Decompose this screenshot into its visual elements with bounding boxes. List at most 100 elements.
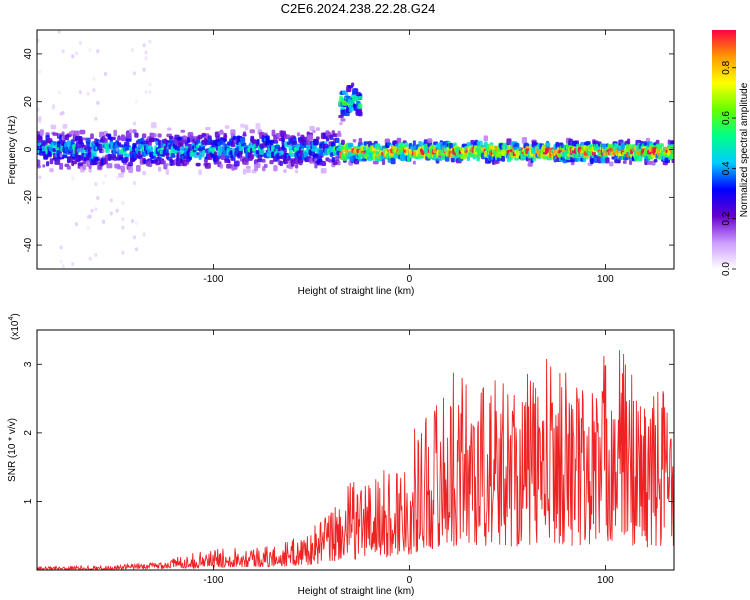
spectrogram-cell <box>671 158 674 164</box>
spectrogram-cell <box>203 159 209 163</box>
spectrogram-x-label: Height of straight line (km) <box>298 286 415 297</box>
spectrogram-cell <box>283 147 287 154</box>
spectrogram-cell <box>279 160 283 167</box>
spectrogram-cell <box>255 149 261 154</box>
spectrogram-cell <box>342 100 348 106</box>
spectrogram-cell <box>94 116 98 121</box>
spectrogram-cell <box>256 138 260 145</box>
spectrogram-cell <box>335 138 339 143</box>
spectrogram-cell <box>223 137 227 142</box>
spectrogram-cell <box>71 54 75 59</box>
spectrogram-cell <box>148 89 152 94</box>
spectrogram-cell <box>600 156 607 164</box>
spectrogram-cell <box>113 129 117 137</box>
spectrogram-cell <box>238 152 243 158</box>
spectrogram-cell <box>197 134 203 140</box>
spectrogram-cell <box>38 175 42 180</box>
spectrogram-cell <box>61 264 65 269</box>
snr-y-label: SNR (10 * v/v) <box>7 418 18 482</box>
spectrogram-cell <box>134 99 138 104</box>
spectrogram-cell <box>273 165 278 172</box>
spectrogram-cell <box>532 155 536 162</box>
spectrogram-cell <box>653 158 658 163</box>
spectrogram-cell <box>102 149 106 154</box>
spectrogram-y-label: Frequency (Hz) <box>7 116 18 185</box>
spectrogram-cell <box>170 154 176 158</box>
spectrogram-cell <box>265 136 270 142</box>
spectrogram-cell <box>37 159 41 167</box>
spectrogram-cell <box>120 165 126 173</box>
spectrogram-cell <box>287 155 291 159</box>
spectrogram-cell <box>358 103 363 108</box>
spectrogram-cell <box>263 163 268 169</box>
spectrogram-cell <box>226 163 233 169</box>
spectrogram-cell <box>207 135 212 139</box>
spectrogram-cell <box>144 56 148 61</box>
snr-series-line <box>37 350 674 570</box>
spectrogram-cell <box>336 132 342 138</box>
spectrogram-cell <box>132 129 137 134</box>
spectrogram-cell <box>230 141 236 148</box>
spectrogram-cell <box>295 163 299 169</box>
spectrogram-cell <box>223 132 227 138</box>
spectrogram-cell <box>670 140 674 145</box>
spectrogram-cell <box>115 208 119 213</box>
spectrogram-cell <box>128 128 133 134</box>
spectrogram-cell <box>358 137 363 145</box>
spectrogram-cell <box>62 155 68 159</box>
spectrogram-cell <box>50 124 57 130</box>
spectrogram-cell <box>104 72 108 77</box>
spectrogram-cell <box>75 51 79 56</box>
spectrogram-cell <box>150 133 157 138</box>
spectrogram-cell <box>670 148 674 154</box>
spectrogram-cell <box>259 149 265 155</box>
spectrogram-cell <box>144 89 148 94</box>
spectrogram-cell <box>38 116 42 121</box>
spectrogram-cell <box>269 160 274 165</box>
spectrogram-cell <box>82 164 87 171</box>
spectrogram-cell <box>121 217 125 222</box>
spectrogram-cell <box>311 145 317 151</box>
spectrogram-cell <box>249 129 255 134</box>
x-tick-label: 100 <box>597 575 614 586</box>
spectrogram-cell <box>418 141 423 147</box>
spectrogram-cell <box>272 140 279 144</box>
spectrogram-cell <box>132 71 136 76</box>
spectrogram-cell <box>43 153 49 160</box>
spectrogram-cell <box>263 132 268 136</box>
spectrogram-cell <box>86 226 90 231</box>
spectrogram-y-ticks: -40 -20 0 20 40 <box>23 48 674 252</box>
spectrogram-cell <box>285 159 289 164</box>
spectrogram-cell <box>283 134 290 140</box>
x-tick-label: -100 <box>203 575 223 586</box>
spectrogram-cell <box>38 69 42 74</box>
spectrogram-cell <box>88 168 92 173</box>
spectrogram-cell <box>62 123 68 129</box>
spectrogram-cell <box>158 166 162 172</box>
spectrogram-cell <box>150 122 157 129</box>
spectrogram-cell <box>315 136 320 140</box>
spectrogram-cell <box>381 158 386 166</box>
spectrogram-cell <box>622 160 627 164</box>
spectrogram-cell <box>566 156 572 161</box>
y-tick-label: -40 <box>23 237 34 252</box>
spectrogram-cell <box>180 129 186 133</box>
spectrogram-cell <box>144 50 148 55</box>
spectrogram-cell <box>121 134 125 142</box>
spectrogram-cell <box>49 158 54 165</box>
spectrogram-cell <box>165 168 169 175</box>
svg-text:(x104): (x104) <box>8 313 21 340</box>
spectrogram-cell <box>177 146 181 152</box>
spectrogram-cell <box>103 138 108 144</box>
spectrogram-cell <box>104 173 108 178</box>
spectrogram-cell <box>341 139 345 146</box>
spectrogram-cell <box>57 90 61 95</box>
snr-scale-prefix: (x10 <box>10 320 21 340</box>
spectrogram-cell <box>339 121 343 126</box>
spectrogram-cell <box>59 245 63 250</box>
spectrogram-cell <box>219 163 224 169</box>
spectrogram-cell <box>121 225 125 230</box>
spectrogram-cell <box>670 153 674 159</box>
spectrogram-cell <box>106 163 113 169</box>
